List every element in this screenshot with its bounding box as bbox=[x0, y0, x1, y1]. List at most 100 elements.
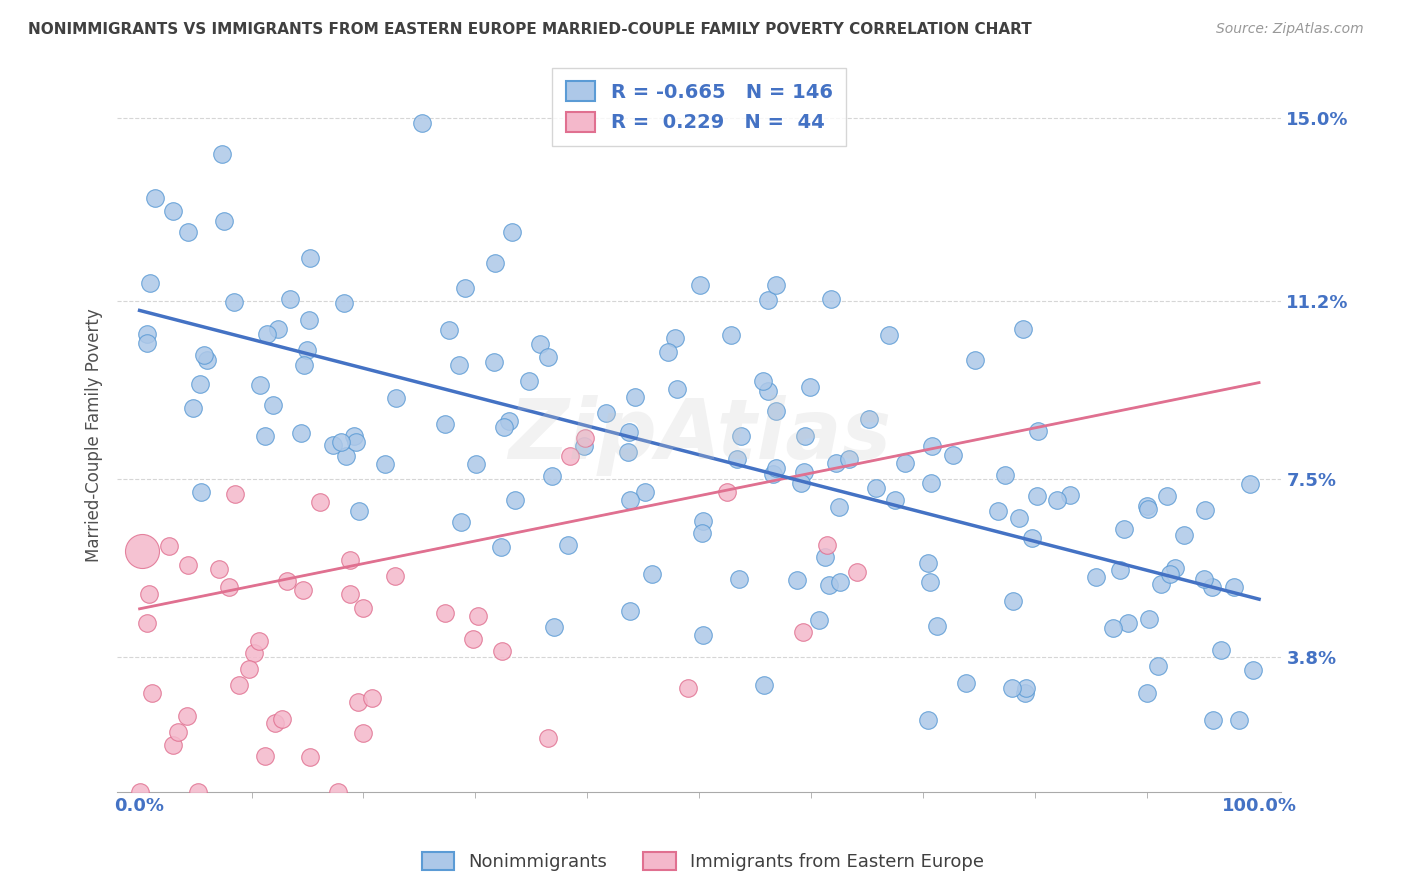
Point bbox=[138, 587, 160, 601]
Point bbox=[808, 613, 831, 627]
Point bbox=[1021, 531, 1043, 545]
Text: NONIMMIGRANTS VS IMMIGRANTS FROM EASTERN EUROPE MARRIED-COUPLE FAMILY POVERTY CO: NONIMMIGRANTS VS IMMIGRANTS FROM EASTERN… bbox=[28, 22, 1032, 37]
Legend: R = -0.665   N = 146, R =  0.229   N =  44: R = -0.665 N = 146, R = 0.229 N = 44 bbox=[553, 68, 846, 145]
Point bbox=[384, 568, 406, 582]
Point bbox=[828, 575, 851, 590]
Point bbox=[799, 380, 821, 394]
Point bbox=[994, 468, 1017, 483]
Point bbox=[884, 492, 907, 507]
Point bbox=[792, 625, 814, 640]
Point bbox=[1150, 577, 1173, 591]
Point bbox=[329, 435, 352, 450]
Point bbox=[267, 322, 290, 336]
Point bbox=[921, 439, 943, 453]
Point bbox=[211, 147, 233, 161]
Point bbox=[339, 587, 361, 601]
Point bbox=[1136, 686, 1159, 700]
Point bbox=[765, 404, 787, 418]
Point bbox=[484, 255, 506, 269]
Point bbox=[437, 323, 460, 337]
Point bbox=[543, 620, 565, 634]
Point bbox=[537, 731, 560, 746]
Point bbox=[893, 456, 915, 470]
Point bbox=[1239, 476, 1261, 491]
Point bbox=[1159, 567, 1181, 582]
Point bbox=[195, 353, 218, 368]
Point bbox=[762, 467, 785, 481]
Point bbox=[664, 330, 686, 344]
Point bbox=[1084, 570, 1107, 584]
Point bbox=[858, 412, 880, 426]
Point bbox=[271, 712, 294, 726]
Point bbox=[927, 619, 949, 633]
Point bbox=[828, 500, 851, 515]
Point bbox=[1008, 511, 1031, 525]
Point bbox=[730, 429, 752, 443]
Point bbox=[756, 384, 779, 398]
Point bbox=[1059, 487, 1081, 501]
Point bbox=[1109, 563, 1132, 577]
Point bbox=[434, 606, 457, 620]
Point bbox=[918, 574, 941, 589]
Point bbox=[135, 336, 157, 351]
Point bbox=[352, 601, 374, 615]
Point bbox=[942, 448, 965, 462]
Point bbox=[1192, 572, 1215, 586]
Point bbox=[193, 348, 215, 362]
Point bbox=[917, 556, 939, 570]
Point bbox=[1015, 681, 1038, 695]
Y-axis label: Married-Couple Family Poverty: Married-Couple Family Poverty bbox=[86, 309, 103, 563]
Point bbox=[361, 690, 384, 705]
Point bbox=[815, 538, 838, 552]
Point bbox=[228, 677, 250, 691]
Point bbox=[529, 336, 551, 351]
Point bbox=[765, 461, 787, 475]
Point bbox=[619, 493, 641, 508]
Point bbox=[1046, 493, 1069, 508]
Point bbox=[141, 686, 163, 700]
Point bbox=[139, 277, 162, 291]
Point bbox=[657, 344, 679, 359]
Point bbox=[1194, 503, 1216, 517]
Point bbox=[623, 390, 645, 404]
Point bbox=[242, 646, 264, 660]
Point bbox=[162, 204, 184, 219]
Point bbox=[595, 406, 617, 420]
Point bbox=[1164, 560, 1187, 574]
Point bbox=[177, 225, 200, 239]
Point bbox=[617, 445, 640, 459]
Point bbox=[501, 225, 523, 239]
Point bbox=[728, 572, 751, 586]
Point bbox=[503, 493, 526, 508]
Point bbox=[920, 476, 942, 491]
Point bbox=[373, 457, 395, 471]
Point bbox=[467, 609, 489, 624]
Point bbox=[328, 785, 350, 799]
Point bbox=[181, 401, 204, 415]
Point bbox=[716, 485, 738, 500]
Point bbox=[865, 481, 887, 495]
Point bbox=[1001, 593, 1024, 607]
Point bbox=[678, 681, 700, 696]
Point bbox=[720, 328, 742, 343]
Point bbox=[537, 350, 560, 364]
Point bbox=[297, 343, 319, 358]
Point bbox=[820, 292, 842, 306]
Point bbox=[690, 525, 713, 540]
Point bbox=[1146, 659, 1168, 673]
Point bbox=[1014, 686, 1036, 700]
Point bbox=[838, 452, 860, 467]
Point bbox=[447, 358, 470, 372]
Point bbox=[208, 562, 231, 576]
Point bbox=[692, 514, 714, 528]
Point bbox=[454, 281, 477, 295]
Point bbox=[1136, 500, 1159, 514]
Point bbox=[765, 278, 787, 293]
Point bbox=[641, 566, 664, 581]
Point bbox=[347, 696, 370, 710]
Point bbox=[1116, 616, 1139, 631]
Point bbox=[786, 574, 808, 588]
Point bbox=[1227, 713, 1250, 727]
Point bbox=[793, 466, 815, 480]
Point bbox=[1026, 489, 1049, 503]
